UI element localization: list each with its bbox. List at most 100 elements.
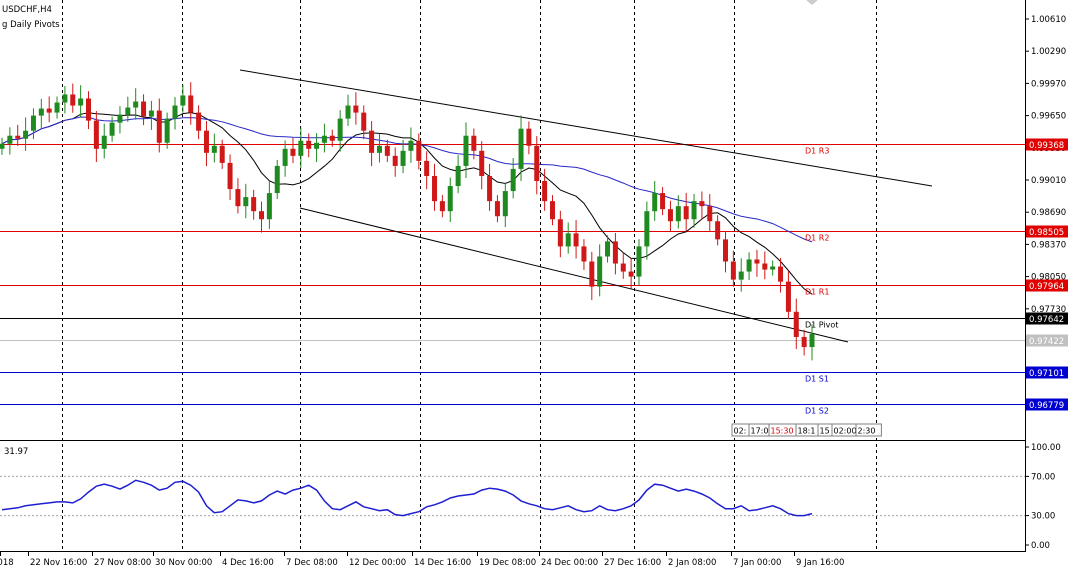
price-marker [1026,225,1068,238]
price-tick-label: 1.00610 [1031,15,1066,25]
candle-body [722,239,728,262]
price-marker [1026,366,1068,379]
price-marker-text: 0.99368 [1029,141,1064,151]
rsi-series-line [1,479,813,517]
price-marker [1026,398,1068,411]
price-marker-text: 0.97642 [1029,315,1064,325]
countdown-text: 02:00 [834,427,857,436]
time-tick-label: 4 Dec 16:00 [222,558,274,568]
candle-body [148,110,154,117]
rsi-tick-label: 100.00 [1031,443,1061,453]
countdown-labels: 02: 17:0 15:30 18:1 15 02:00 2:30 [731,423,882,437]
indicator-title: g Daily Pivots [2,20,60,30]
candle-body [219,145,225,163]
time-tick-label: 9 Jan 16:00 [796,558,844,568]
price-tick-label: 0.97730 [1031,305,1066,315]
candle-body [203,130,209,153]
price-marker-text: 0.97101 [1029,369,1064,379]
candle-body [109,122,115,136]
price-marker-text: 0.98505 [1029,228,1064,238]
candle-body [361,112,367,131]
candle-body [754,259,760,264]
candle-body [70,94,76,106]
pivot-label: D1 R2 [805,234,829,243]
candle-body [392,155,398,166]
countdown-text: 15 [820,427,830,436]
candle-body [683,206,689,220]
ma-fast-line [1,112,813,295]
time-tick-label: 30 Nov 00:00 [155,558,212,568]
candle-body [369,130,375,153]
candle-body [117,114,123,123]
candle-body [196,112,202,131]
price-tick-label: 0.99010 [1031,176,1066,186]
candle-body [644,211,650,247]
lower-trendline[interactable] [299,207,849,343]
current-price-marker [1026,334,1068,347]
price-tick-label: 0.99650 [1031,112,1066,122]
upper-trendline[interactable] [239,69,933,187]
pivot-label: D1 Pivot [805,321,838,330]
candle-body [266,193,272,220]
candle-body [746,259,752,272]
candle-body [400,150,406,166]
countdown-text: 18:1 [798,427,816,436]
countdown-text: 2:30 [858,427,876,436]
time-tick-label: 7 Jan 00:00 [733,558,781,568]
pivot-label: D1 S1 [805,375,829,384]
candle-body [565,233,571,247]
candle-body [502,191,508,217]
candle-body [770,266,776,270]
candle-body [542,181,548,202]
countdown-text: 15:30 [771,427,794,436]
rsi-tick-label: 30.00 [1031,512,1055,522]
candle-body [274,165,280,194]
scroll-marker-icon[interactable] [806,0,818,5]
candle-body [15,135,21,139]
candle-body [345,105,351,119]
pivot-label: D1 R3 [805,147,829,156]
candle-body [101,135,107,149]
candle-body [785,281,791,312]
candle-body [628,271,634,277]
time-tick-label: 7 Dec 08:00 [286,558,338,568]
candle-body [793,311,799,337]
candle-body [337,118,343,141]
candle-body [660,193,666,210]
pivot-labels: D1 R3 D1 R2 D1 R1 D1 Pivot D1 S1 D1 S2 [805,147,838,416]
candle-body [62,94,68,103]
candle-body [549,201,555,220]
time-axis-ticks: 2018 22 Nov 16:00 27 Nov 08:00 30 Nov 00:00… [0,551,844,568]
time-tick-label: 14 Dec 16:00 [414,558,471,568]
candle-body [675,206,681,222]
candle-body [408,140,414,151]
price-tick-label: 0.99970 [1031,79,1066,89]
candle-body [510,168,516,192]
trend-channel[interactable] [239,69,933,343]
candle-body [715,221,721,240]
time-tick-label: 12 Dec 00:00 [349,558,406,568]
candle-body [0,143,5,149]
moving-averages [1,112,813,295]
candle-body [707,206,713,222]
candle-body [612,241,618,264]
candle-body [471,135,477,151]
pivot-label: D1 R1 [805,288,829,297]
price-axis-markers: 0.99368 0.98505 0.97964 0.97642 0.97101 0.967… [1026,138,1068,411]
candle-body [180,95,186,106]
candle-body [691,201,697,220]
main-panel[interactable] [0,0,1025,440]
candle-body [329,135,335,141]
candle-body [298,140,304,156]
candle-body [762,263,768,270]
candle-body [23,130,29,139]
time-tick-label: 27 Dec 16:00 [604,558,661,568]
candle-body [384,145,390,156]
candle-body [416,140,422,161]
time-tick-label: 22 Nov 16:00 [30,558,87,568]
candle-body [38,108,44,116]
candle-body [353,105,359,113]
candle-body [455,165,461,187]
candle-body [636,246,642,277]
